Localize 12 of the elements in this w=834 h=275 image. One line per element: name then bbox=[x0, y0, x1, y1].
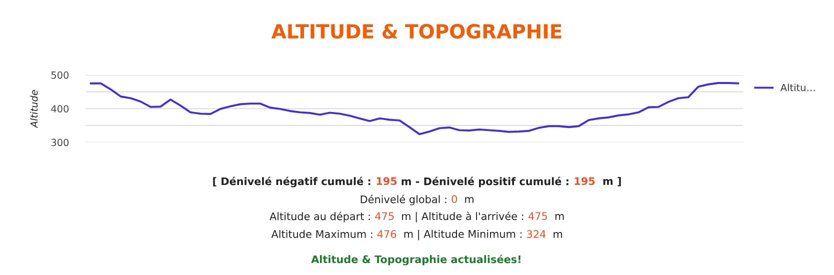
legend-label: Altitu… bbox=[780, 84, 815, 92]
text: Altitude Maximum : 476 m | Altitude Minimum : 324 m bbox=[271, 230, 562, 240]
y-tick-label: 400 bbox=[51, 105, 69, 112]
y-tick-label: 500 bbox=[51, 71, 69, 79]
chart-title: ALTITUDE & TOPOGRAPHIE bbox=[271, 24, 562, 39]
line-series bbox=[90, 82, 740, 136]
y-tick-label: 300 bbox=[51, 138, 69, 146]
y-axis-title: Altitude bbox=[30, 90, 38, 128]
text: Dénivelé global : 0 m bbox=[360, 194, 474, 206]
text: Altitude au départ : 475 m | Altitude à l'arrivée : 475 m bbox=[270, 212, 564, 222]
text: Altitude & Topographie actualisées! bbox=[311, 254, 520, 266]
text: [ Dénivelé négatif cumulé : 195 m - Dénivelé positif cumulé : 195 m ] bbox=[213, 176, 621, 188]
